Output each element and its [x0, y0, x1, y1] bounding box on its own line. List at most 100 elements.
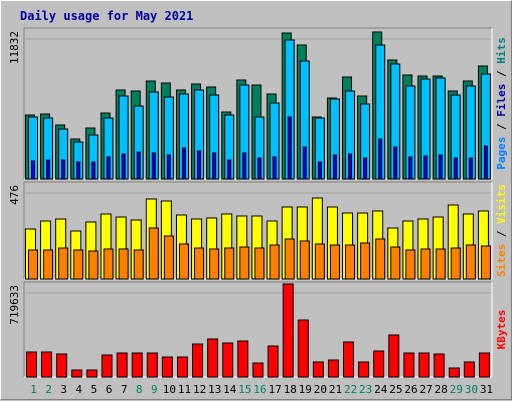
bar-kbytes-day-7 [116, 352, 128, 378]
bar-sites-day-22 [345, 244, 356, 280]
bar-kbytes-day-15 [237, 340, 249, 378]
bar-kbytes-day-11 [176, 356, 188, 378]
x-tick-label-day-27: 27 [419, 383, 432, 396]
bar-kbytes-day-5 [86, 369, 98, 378]
chart-title: Daily usage for May 2021 [20, 9, 193, 23]
legend-part-1: / [495, 117, 508, 137]
legend-part-1: / [495, 224, 508, 244]
x-tick-label-day-19: 19 [299, 383, 312, 396]
bar-pages-day-9 [151, 152, 156, 180]
bar-kbytes-day-30 [463, 361, 475, 378]
legend-part-0: Pages [495, 137, 508, 170]
bar-pages-day-20 [317, 161, 322, 180]
bar-kbytes-day-26 [403, 352, 415, 378]
bar-kbytes-day-3 [56, 353, 68, 378]
panel-hits-files-pages: 11832 Pages / Files / Hits [8, 27, 508, 180]
bar-sites-day-16 [254, 247, 265, 280]
x-tick-label-day-28: 28 [435, 383, 448, 396]
bar-pages-day-5 [91, 161, 96, 180]
bar-pages-day-1 [31, 160, 35, 180]
bar-kbytes-day-10 [161, 356, 173, 378]
bar-kbytes-day-23 [358, 361, 370, 378]
x-tick-label-day-12: 12 [193, 383, 206, 396]
legend-part-2: Visits [495, 184, 508, 224]
bar-sites-day-31 [480, 245, 491, 280]
bar-pages-day-28 [438, 154, 443, 180]
bar-kbytes-day-24 [373, 350, 385, 378]
bar-sites-day-30 [465, 244, 476, 280]
bar-pages-day-14 [227, 159, 232, 180]
bar-kbytes-day-4 [71, 369, 83, 378]
x-tick-label-day-24: 24 [374, 383, 388, 396]
x-tick-label-day-16: 16 [253, 383, 266, 396]
bar-sites-day-15 [239, 246, 250, 280]
bar-pages-day-22 [348, 153, 353, 180]
x-tick-label-day-18: 18 [284, 383, 297, 396]
panel-legend: Sites / Visits [495, 184, 508, 277]
bar-kbytes-day-8 [131, 352, 143, 378]
panel-visits-sites: 476 Sites / Visits [8, 181, 508, 280]
bar-sites-day-3 [58, 247, 69, 280]
bar-kbytes-day-28 [433, 353, 445, 378]
x-tick-label-day-21: 21 [329, 383, 342, 396]
x-tick-label-day-23: 23 [359, 383, 372, 396]
bar-pages-day-16 [257, 157, 262, 180]
panel-legend: Pages / Files / Hits [495, 37, 508, 170]
bar-kbytes-day-31 [478, 352, 490, 378]
x-tick-label-day-1: 1 [30, 383, 37, 396]
bar-sites-day-14 [224, 247, 235, 280]
bar-kbytes-day-14 [222, 342, 234, 378]
bar-pages-day-23 [363, 157, 368, 180]
bar-kbytes-day-9 [146, 352, 158, 378]
bar-sites-day-20 [314, 243, 325, 280]
bar-sites-day-12 [194, 247, 205, 280]
ymax-label: 719633 [8, 285, 21, 325]
bar-kbytes-day-13 [207, 338, 219, 378]
bar-sites-day-5 [88, 250, 99, 280]
bar-sites-day-2 [43, 249, 54, 280]
x-tick-label-day-11: 11 [178, 383, 191, 396]
bar-kbytes-day-1 [26, 351, 37, 378]
legend-part-0: Sites [495, 244, 508, 277]
bar-pages-day-29 [453, 157, 458, 180]
legend-part-3: / [495, 64, 508, 84]
bar-pages-day-7 [121, 153, 126, 180]
bar-sites-day-21 [329, 244, 340, 280]
panel-legend: KBytes [495, 310, 508, 350]
bar-sites-day-9 [148, 227, 159, 280]
x-tick-label-day-31: 31 [480, 383, 493, 396]
legend-part-4: Hits [495, 37, 508, 64]
bar-pages-day-13 [212, 152, 217, 180]
bar-sites-day-13 [209, 248, 220, 280]
bar-kbytes-day-19 [297, 319, 309, 378]
legend-part-2: Files [495, 84, 508, 117]
bar-pages-day-25 [393, 146, 398, 180]
bar-pages-day-10 [166, 154, 171, 180]
bar-sites-day-18 [284, 238, 295, 280]
bar-kbytes-day-22 [343, 341, 355, 378]
bar-pages-day-15 [242, 152, 247, 180]
bar-sites-day-1 [28, 249, 38, 280]
panel-kbytes: 719633 KBytes [8, 281, 508, 378]
x-tick-label-day-7: 7 [121, 383, 128, 396]
bar-kbytes-day-27 [418, 352, 430, 378]
x-tick-label-day-6: 6 [106, 383, 113, 396]
bar-pages-day-24 [378, 138, 383, 180]
bar-pages-day-21 [332, 154, 337, 180]
bar-kbytes-day-29 [448, 367, 460, 378]
bar-pages-day-18 [287, 116, 292, 180]
bar-pages-day-31 [483, 145, 488, 180]
x-tick-label-day-25: 25 [389, 383, 402, 396]
bar-sites-day-19 [299, 240, 310, 280]
x-tick-label-day-29: 29 [450, 383, 463, 396]
x-tick-label-day-14: 14 [223, 383, 237, 396]
bar-kbytes-day-18 [282, 283, 294, 378]
bar-sites-day-27 [420, 248, 431, 280]
bar-pages-day-17 [272, 156, 277, 180]
bar-kbytes-day-2 [41, 351, 53, 378]
bar-pages-day-27 [423, 155, 428, 180]
x-tick-label-day-8: 8 [136, 383, 143, 396]
bar-sites-day-28 [435, 248, 446, 280]
